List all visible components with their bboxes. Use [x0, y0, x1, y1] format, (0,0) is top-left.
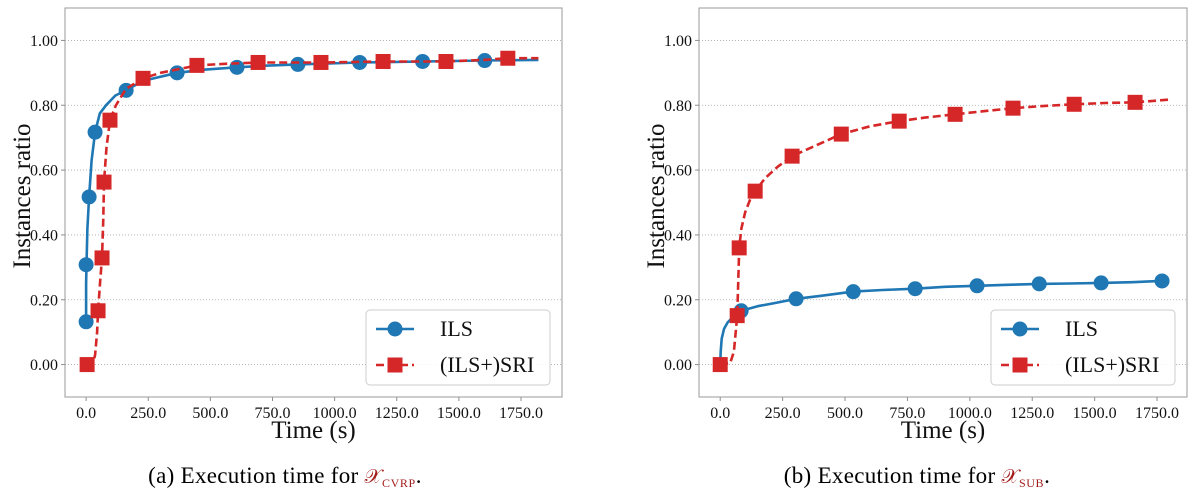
ils-sri-marker	[500, 50, 516, 66]
x-axis-label: Time (s)	[271, 417, 356, 444]
charts-canvas: 0.00 0.20 0.40 0.60 0.80 1.00 0.0 250.0 500.0 750…	[9, 7, 1188, 444]
y-tick-label: 0.00	[664, 357, 692, 374]
ils-sri-marker	[94, 250, 110, 266]
axes-frame	[698, 7, 1188, 398]
ils-marker	[845, 284, 861, 300]
x-tick-label: 1750.0	[1135, 405, 1179, 422]
ils-sri-marker	[135, 70, 151, 86]
x-tick-label: 1000.0	[313, 405, 357, 422]
x-tick-label: 1250.0	[375, 405, 419, 422]
caption-subscript: SUB	[1018, 476, 1045, 490]
ils-marker	[78, 314, 94, 330]
y-axis-label: Instances ratio	[643, 123, 670, 268]
legend-ils-marker	[387, 321, 403, 337]
ils-sri-marker	[712, 357, 728, 373]
legend: ILS (ILS+)SRI	[990, 309, 1176, 386]
legend: ILS (ILS+)SRI	[365, 309, 551, 386]
ils-marker	[1093, 275, 1109, 291]
ils-sri-marker	[784, 148, 800, 164]
ils-marker	[788, 291, 804, 307]
ils-marker	[907, 281, 923, 297]
ils-marker	[352, 54, 368, 70]
x-tick-label: 750.0	[889, 405, 925, 422]
ils-sri-marker	[438, 53, 454, 69]
y-tick-label: 0.00	[30, 357, 58, 374]
ils-sri-line	[719, 98, 1173, 366]
y-tick-label: 0.40	[664, 227, 692, 244]
x-tick-label: 1250.0	[1010, 405, 1054, 422]
ils-sri-marker	[375, 53, 391, 69]
series-ils-sri	[79, 50, 539, 373]
ils-sri-marker	[833, 126, 849, 142]
caption-a: (a) Execution time for 𝒳CVRP.	[20, 463, 550, 490]
x-tick-label: 1750.0	[499, 405, 543, 422]
caption-end: .	[1044, 463, 1051, 488]
ils-sri-marker	[96, 174, 112, 190]
x-tick-label: 1500.0	[437, 405, 481, 422]
caption-symbol: 𝒳	[364, 464, 383, 488]
x-tick-label: 750.0	[254, 405, 290, 422]
x-axis-label: Time (s)	[901, 417, 986, 444]
axes-frame	[64, 7, 563, 398]
legend-ils-sri-marker	[1012, 357, 1028, 373]
chart-a: 0.00 0.20 0.40 0.60 0.80 1.00 0.0 250.0 500.0 750…	[9, 7, 563, 444]
ils-sri-marker	[729, 308, 745, 324]
ils-sri-marker	[79, 357, 95, 373]
chart-b: 0.00 0.20 0.40 0.60 0.80 1.00 0.0 250.0 500.0 750…	[643, 7, 1188, 444]
caption-subscript: CVRP	[382, 476, 416, 490]
ils-marker	[1154, 273, 1170, 289]
ils-sri-marker	[102, 112, 118, 128]
caption-b: (b) Execution time for 𝒳SUB.	[652, 463, 1182, 490]
ils-sri-marker	[90, 303, 106, 319]
ils-marker	[290, 56, 306, 72]
y-tick-label: 0.80	[30, 98, 58, 115]
ils-sri-marker	[947, 106, 963, 122]
x-tick-label: 250.0	[765, 405, 801, 422]
ils-sri-marker	[1066, 96, 1082, 112]
x-tick-label: 1000.0	[948, 405, 992, 422]
legend-label-ils-sri: (ILS+)SRI	[1065, 352, 1159, 377]
y-tick-label: 0.20	[664, 292, 692, 309]
ils-marker	[87, 124, 103, 140]
ils-marker	[969, 278, 985, 294]
ils-sri-marker	[189, 57, 205, 73]
y-tick-label: 0.60	[30, 163, 58, 180]
ils-marker	[415, 53, 431, 69]
y-tick-label: 1.00	[664, 33, 692, 50]
ils-marker	[1031, 276, 1047, 292]
caption-symbol: 𝒳	[1001, 464, 1019, 488]
ils-marker	[169, 65, 185, 81]
ils-sri-marker	[1127, 94, 1143, 110]
y-axis-label: Instances ratio	[9, 123, 36, 268]
y-tick-label: 0.60	[664, 163, 692, 180]
ils-marker	[78, 257, 94, 273]
ils-marker	[81, 189, 97, 205]
legend-label-ils: ILS	[440, 316, 473, 341]
ils-sri-marker	[1005, 100, 1021, 116]
y-tick-label: 0.80	[664, 98, 692, 115]
x-tick-label: 250.0	[130, 405, 166, 422]
y-tick-label: 0.40	[30, 227, 58, 244]
legend-label-ils: ILS	[1065, 316, 1098, 341]
ils-sri-marker	[731, 240, 747, 256]
x-tick-label: 1500.0	[1073, 405, 1117, 422]
x-tick-label: 500.0	[827, 405, 863, 422]
legend-label-ils-sri: (ILS+)SRI	[440, 352, 534, 377]
caption-text: (b) Execution time for	[783, 463, 1002, 488]
ils-sri-marker	[891, 113, 907, 129]
legend-ils-marker	[1012, 321, 1028, 337]
caption-end: .	[415, 463, 422, 488]
series-ils-sri	[712, 94, 1173, 373]
x-tick-label: 0.0	[76, 405, 96, 422]
ils-sri-line	[87, 56, 539, 366]
ils-sri-marker	[250, 54, 266, 70]
y-tick-label: 0.20	[30, 292, 58, 309]
x-tick-label: 500.0	[192, 405, 228, 422]
ils-sri-marker	[313, 54, 329, 70]
caption-text: (a) Execution time for	[148, 463, 365, 488]
x-tick-label: 0.0	[710, 405, 730, 422]
y-tick-label: 1.00	[30, 33, 58, 50]
ils-sri-marker	[747, 183, 763, 199]
legend-ils-sri-marker	[387, 357, 403, 373]
